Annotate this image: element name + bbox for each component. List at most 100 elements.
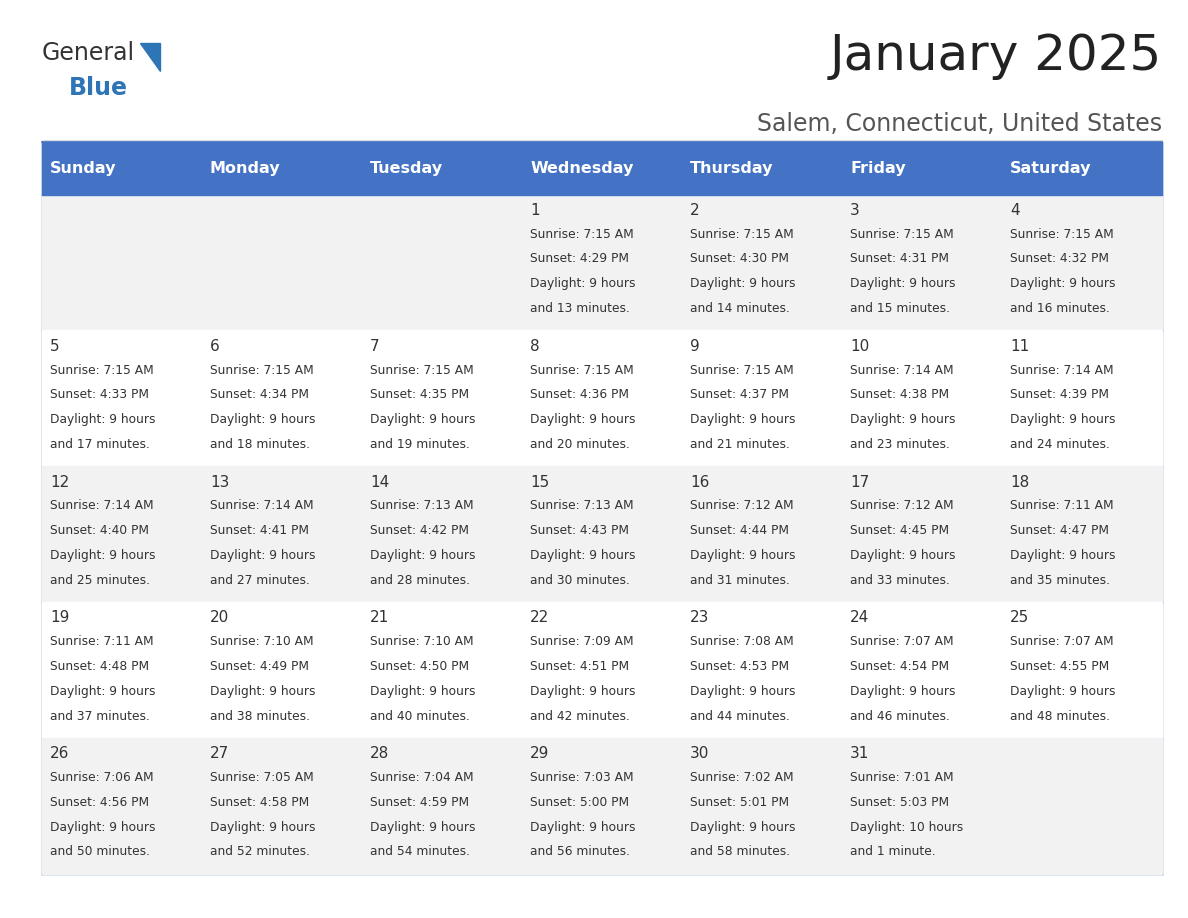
Text: 9: 9: [690, 339, 700, 353]
Text: and 24 minutes.: and 24 minutes.: [1010, 438, 1110, 451]
Text: Daylight: 9 hours: Daylight: 9 hours: [851, 685, 955, 698]
Text: General: General: [42, 41, 134, 65]
Text: Daylight: 9 hours: Daylight: 9 hours: [530, 821, 636, 834]
Text: Sunrise: 7:14 AM: Sunrise: 7:14 AM: [1010, 364, 1114, 376]
Text: Sunset: 4:37 PM: Sunset: 4:37 PM: [690, 388, 789, 401]
Text: Daylight: 9 hours: Daylight: 9 hours: [369, 685, 475, 698]
Text: and 19 minutes.: and 19 minutes.: [369, 438, 469, 451]
Text: Sunset: 4:59 PM: Sunset: 4:59 PM: [369, 796, 469, 809]
Text: and 27 minutes.: and 27 minutes.: [210, 574, 310, 587]
Text: 10: 10: [851, 339, 870, 353]
Text: 22: 22: [530, 610, 549, 625]
Text: Sunset: 4:33 PM: Sunset: 4:33 PM: [50, 388, 148, 401]
Text: 31: 31: [851, 746, 870, 761]
Text: Sunset: 4:53 PM: Sunset: 4:53 PM: [690, 660, 789, 673]
Text: Sunrise: 7:11 AM: Sunrise: 7:11 AM: [1010, 499, 1114, 512]
Text: Daylight: 9 hours: Daylight: 9 hours: [690, 549, 796, 562]
Text: Daylight: 9 hours: Daylight: 9 hours: [690, 685, 796, 698]
Text: Sunrise: 7:15 AM: Sunrise: 7:15 AM: [1010, 228, 1114, 241]
Text: 29: 29: [530, 746, 549, 761]
Text: Monday: Monday: [210, 161, 280, 176]
Text: Daylight: 9 hours: Daylight: 9 hours: [210, 413, 316, 426]
Text: 11: 11: [1010, 339, 1029, 353]
Text: Daylight: 9 hours: Daylight: 9 hours: [530, 549, 636, 562]
Text: Sunrise: 7:11 AM: Sunrise: 7:11 AM: [50, 635, 153, 648]
Text: Sunset: 4:39 PM: Sunset: 4:39 PM: [1010, 388, 1110, 401]
Text: Daylight: 9 hours: Daylight: 9 hours: [369, 413, 475, 426]
Text: Sunrise: 7:07 AM: Sunrise: 7:07 AM: [851, 635, 954, 648]
Text: and 14 minutes.: and 14 minutes.: [690, 302, 790, 315]
Text: Sunset: 4:58 PM: Sunset: 4:58 PM: [210, 796, 309, 809]
Text: Sunrise: 7:07 AM: Sunrise: 7:07 AM: [1010, 635, 1114, 648]
Text: Friday: Friday: [851, 161, 905, 176]
Text: Sunrise: 7:04 AM: Sunrise: 7:04 AM: [369, 771, 474, 784]
Text: Wednesday: Wednesday: [530, 161, 633, 176]
Text: Sunrise: 7:15 AM: Sunrise: 7:15 AM: [530, 228, 633, 241]
Text: Daylight: 9 hours: Daylight: 9 hours: [1010, 413, 1116, 426]
Text: and 31 minutes.: and 31 minutes.: [690, 574, 790, 587]
Text: and 37 minutes.: and 37 minutes.: [50, 710, 150, 722]
Text: Daylight: 10 hours: Daylight: 10 hours: [851, 821, 963, 834]
Text: Sunrise: 7:14 AM: Sunrise: 7:14 AM: [50, 499, 153, 512]
Text: and 54 minutes.: and 54 minutes.: [369, 845, 470, 858]
Text: 24: 24: [851, 610, 870, 625]
Text: Sunrise: 7:05 AM: Sunrise: 7:05 AM: [210, 771, 314, 784]
Text: and 25 minutes.: and 25 minutes.: [50, 574, 150, 587]
Text: Daylight: 9 hours: Daylight: 9 hours: [1010, 277, 1116, 290]
Text: Sunset: 5:03 PM: Sunset: 5:03 PM: [851, 796, 949, 809]
Text: Sunset: 4:31 PM: Sunset: 4:31 PM: [851, 252, 949, 265]
Text: Sunrise: 7:10 AM: Sunrise: 7:10 AM: [210, 635, 314, 648]
Text: and 50 minutes.: and 50 minutes.: [50, 845, 150, 858]
Text: Daylight: 9 hours: Daylight: 9 hours: [210, 685, 316, 698]
Text: Sunrise: 7:15 AM: Sunrise: 7:15 AM: [690, 364, 794, 376]
Text: Sunset: 4:50 PM: Sunset: 4:50 PM: [369, 660, 469, 673]
Text: Sunset: 4:29 PM: Sunset: 4:29 PM: [530, 252, 628, 265]
Text: Sunrise: 7:13 AM: Sunrise: 7:13 AM: [530, 499, 633, 512]
Text: Sunrise: 7:15 AM: Sunrise: 7:15 AM: [210, 364, 314, 376]
Text: Sunset: 4:54 PM: Sunset: 4:54 PM: [851, 660, 949, 673]
Text: and 1 minute.: and 1 minute.: [851, 845, 936, 858]
Text: Sunrise: 7:03 AM: Sunrise: 7:03 AM: [530, 771, 633, 784]
Text: Sunrise: 7:12 AM: Sunrise: 7:12 AM: [851, 499, 954, 512]
Text: 14: 14: [369, 475, 390, 489]
Text: 13: 13: [210, 475, 229, 489]
Text: 16: 16: [690, 475, 709, 489]
Text: Sunset: 4:44 PM: Sunset: 4:44 PM: [690, 524, 789, 537]
Text: Sunset: 4:56 PM: Sunset: 4:56 PM: [50, 796, 148, 809]
Text: Daylight: 9 hours: Daylight: 9 hours: [690, 277, 796, 290]
Text: Sunrise: 7:02 AM: Sunrise: 7:02 AM: [690, 771, 794, 784]
Text: Sunrise: 7:15 AM: Sunrise: 7:15 AM: [50, 364, 153, 376]
Text: Daylight: 9 hours: Daylight: 9 hours: [50, 413, 156, 426]
Text: Sunset: 4:30 PM: Sunset: 4:30 PM: [690, 252, 789, 265]
Text: and 42 minutes.: and 42 minutes.: [530, 710, 630, 722]
Text: Daylight: 9 hours: Daylight: 9 hours: [851, 549, 955, 562]
Text: 15: 15: [530, 475, 549, 489]
Text: Daylight: 9 hours: Daylight: 9 hours: [530, 685, 636, 698]
Text: Sunset: 4:47 PM: Sunset: 4:47 PM: [1010, 524, 1110, 537]
Text: Sunrise: 7:15 AM: Sunrise: 7:15 AM: [690, 228, 794, 241]
Text: Sunrise: 7:06 AM: Sunrise: 7:06 AM: [50, 771, 153, 784]
Text: 18: 18: [1010, 475, 1029, 489]
Text: Sunrise: 7:12 AM: Sunrise: 7:12 AM: [690, 499, 794, 512]
Text: Daylight: 9 hours: Daylight: 9 hours: [50, 685, 156, 698]
Text: and 23 minutes.: and 23 minutes.: [851, 438, 950, 451]
Text: Daylight: 9 hours: Daylight: 9 hours: [50, 821, 156, 834]
Text: Sunrise: 7:13 AM: Sunrise: 7:13 AM: [369, 499, 474, 512]
Text: and 35 minutes.: and 35 minutes.: [1010, 574, 1110, 587]
Text: Daylight: 9 hours: Daylight: 9 hours: [1010, 549, 1116, 562]
Text: and 48 minutes.: and 48 minutes.: [1010, 710, 1110, 722]
Text: January 2025: January 2025: [829, 32, 1162, 80]
Text: and 46 minutes.: and 46 minutes.: [851, 710, 950, 722]
Text: Blue: Blue: [69, 76, 128, 100]
Text: 30: 30: [690, 746, 709, 761]
Text: Sunrise: 7:08 AM: Sunrise: 7:08 AM: [690, 635, 794, 648]
Text: Sunday: Sunday: [50, 161, 116, 176]
Text: Daylight: 9 hours: Daylight: 9 hours: [851, 277, 955, 290]
Text: 25: 25: [1010, 610, 1029, 625]
Text: Sunset: 4:43 PM: Sunset: 4:43 PM: [530, 524, 628, 537]
Text: Sunrise: 7:14 AM: Sunrise: 7:14 AM: [851, 364, 954, 376]
Text: Sunset: 5:01 PM: Sunset: 5:01 PM: [690, 796, 789, 809]
Text: 17: 17: [851, 475, 870, 489]
Text: Sunrise: 7:14 AM: Sunrise: 7:14 AM: [210, 499, 314, 512]
Text: and 33 minutes.: and 33 minutes.: [851, 574, 950, 587]
